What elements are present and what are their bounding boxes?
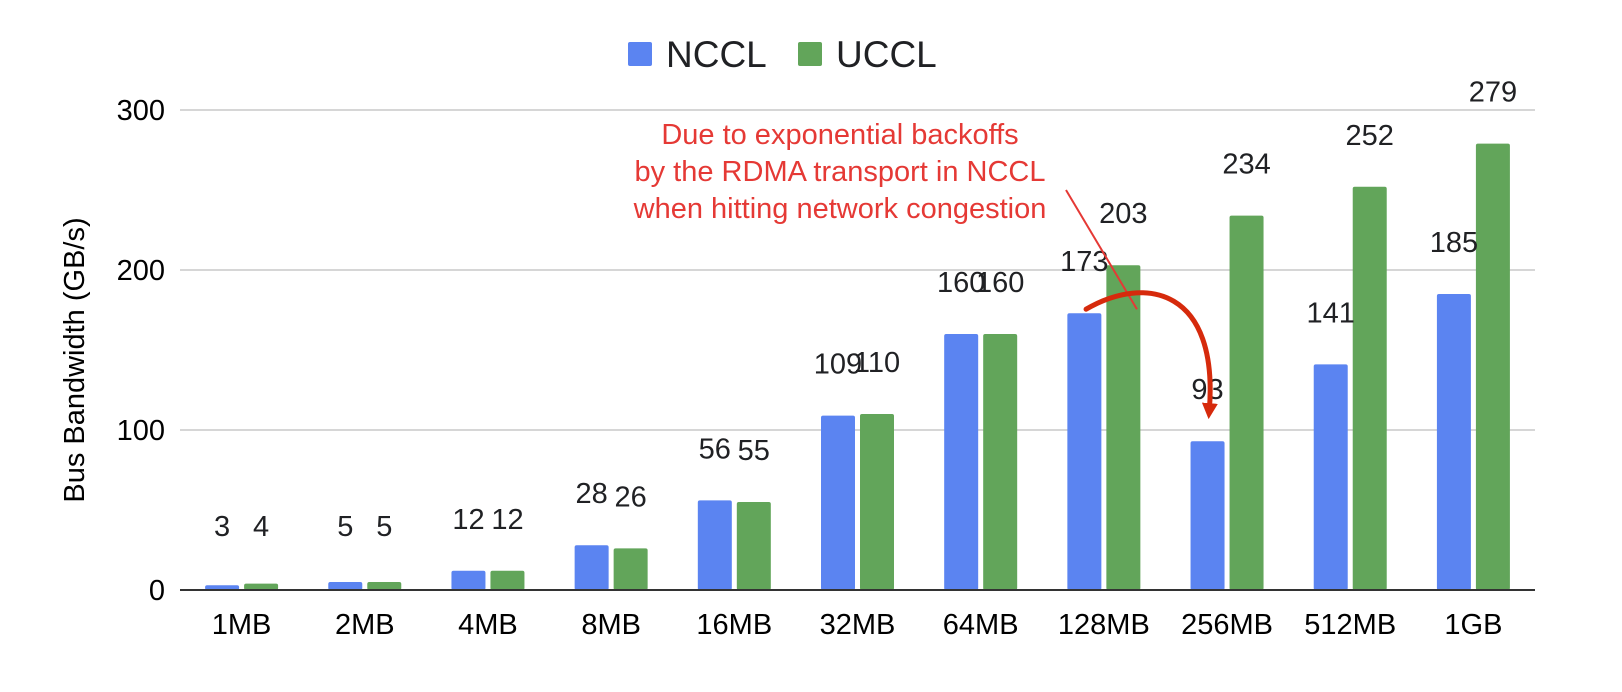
x-tick-label: 32MB (820, 609, 896, 641)
bar-nccl-1mb (205, 585, 240, 590)
annotation-arrow (1083, 290, 1218, 420)
bar-nccl-2mb (328, 582, 363, 590)
x-tick-label: 4MB (458, 609, 518, 641)
data-label: 56 (699, 433, 731, 465)
annotation-line: by the RDMA transport in NCCL (635, 156, 1046, 188)
y-tick-label: 0 (149, 575, 165, 607)
bar-nccl-1gb (1436, 294, 1471, 590)
bar-nccl-32mb (821, 415, 855, 590)
data-label: 110 (854, 347, 900, 379)
bar-uccl-1mb (244, 583, 279, 590)
x-tick-label: 128MB (1058, 609, 1150, 641)
data-label: 160 (937, 267, 985, 299)
data-label: 160 (976, 267, 1024, 299)
legend: NCCL UCCL (628, 34, 937, 75)
bar-uccl-64mb (983, 334, 1018, 590)
bar-uccl-2mb (367, 582, 402, 590)
y-axis-title: Bus Bandwidth (GB/s) (59, 217, 91, 502)
x-tick-label: 1MB (212, 609, 272, 641)
data-label: 173 (1060, 246, 1108, 278)
bars (205, 143, 1510, 591)
axes: 0 100 200 300 Bus Bandwidth (GB/s) 1MB 2MB 4MB 8… (59, 95, 1535, 641)
data-label: 3 (214, 511, 230, 543)
annotation-pointer-line (1065, 189, 1138, 310)
x-tick-label: 256MB (1181, 609, 1273, 641)
legend-label-nccl: NCCL (666, 34, 767, 75)
legend-swatch-uccl (798, 42, 822, 66)
bar-uccl-4mb (490, 570, 525, 590)
data-label: 109 (814, 349, 862, 381)
data-label: 5 (376, 511, 392, 543)
bar-uccl-8mb (613, 548, 648, 590)
data-label: 12 (452, 504, 484, 536)
data-label: 5 (337, 511, 353, 543)
bar-uccl-16mb (736, 502, 771, 590)
y-tick-label: 200 (117, 255, 165, 287)
annotation-line: Due to exponential backoffs (661, 119, 1018, 151)
data-label: 279 (1469, 77, 1517, 109)
x-tick-label: 8MB (581, 609, 641, 641)
gridlines (180, 109, 1535, 431)
annotation-line: when hitting network congestion (633, 193, 1047, 225)
bar-nccl-256mb (1190, 441, 1225, 590)
bar-uccl-128mb (1106, 265, 1141, 590)
bar-uccl-1gb (1475, 143, 1510, 590)
bar-nccl-16mb (697, 500, 732, 590)
legend-label-uccl: UCCL (836, 34, 937, 75)
bar-nccl-512mb (1313, 364, 1348, 590)
bar-uccl-256mb (1229, 215, 1264, 590)
x-tick-label: 64MB (943, 609, 1019, 641)
data-label: 234 (1222, 149, 1270, 181)
y-tick-label: 300 (117, 95, 165, 127)
bar-nccl-4mb (451, 570, 486, 590)
data-label: 4 (253, 511, 269, 543)
data-label: 185 (1430, 227, 1478, 259)
data-label: 28 (576, 478, 608, 510)
data-label: 26 (615, 481, 647, 513)
legend-swatch-nccl (628, 42, 652, 66)
x-tick-label: 1GB (1444, 609, 1502, 641)
annotation: Due to exponential backoffs by the RDMA t… (633, 119, 1218, 420)
data-label: 55 (738, 435, 770, 467)
data-label: 12 (491, 504, 523, 536)
x-tick-label: 2MB (335, 609, 395, 641)
bar-nccl-64mb (944, 334, 979, 590)
bar-uccl-32mb (860, 414, 894, 590)
x-tick-label: 512MB (1304, 609, 1396, 641)
bar-uccl-512mb (1352, 186, 1387, 591)
data-label: 203 (1099, 198, 1147, 230)
y-tick-label: 100 (117, 415, 165, 447)
x-tick-label: 16MB (696, 609, 772, 641)
data-label: 141 (1307, 297, 1355, 329)
bar-nccl-8mb (574, 545, 609, 590)
data-label: 252 (1346, 120, 1394, 152)
bar-nccl-128mb (1067, 313, 1102, 590)
